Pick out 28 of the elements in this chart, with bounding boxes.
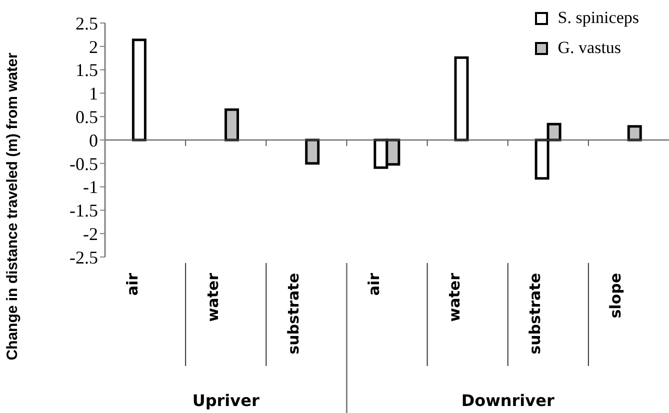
y-tick-label: 0.5	[76, 106, 98, 127]
y-tick-label: 2.5	[76, 13, 98, 34]
legend-label: S. spiniceps	[558, 8, 639, 28]
y-axis-title: Change in distance traveled (m) from water	[4, 52, 21, 360]
x-tick-label: slope	[606, 273, 625, 318]
y-tick-label: -2	[83, 224, 98, 244]
y-tick-label: 0	[89, 130, 98, 150]
y-tick-label: 2	[89, 36, 98, 57]
bar	[454, 56, 469, 142]
x-tick-label: substrate	[284, 273, 302, 354]
bar	[305, 138, 320, 165]
y-tick-label: 1	[89, 84, 98, 104]
y-tick-label: 1.5	[76, 60, 98, 80]
x-tick-label: air	[365, 272, 383, 296]
y-tick-label: -1	[83, 177, 98, 198]
y-tick-label: -2.5	[70, 247, 98, 268]
bar	[132, 38, 146, 142]
x-tick-label: water	[446, 272, 464, 322]
y-tick-label: -0.5	[70, 154, 98, 174]
x-tick-label: water	[204, 272, 222, 322]
x-tick-label: air	[123, 272, 142, 296]
text: Upriver	[192, 391, 260, 410]
text: Downriver	[461, 391, 554, 410]
y-tick-label: -1.5	[70, 200, 98, 221]
bar	[627, 125, 642, 142]
bar	[224, 108, 240, 142]
x-tick-label: substrate	[526, 273, 544, 354]
legend-label: G. vastus	[558, 38, 622, 58]
